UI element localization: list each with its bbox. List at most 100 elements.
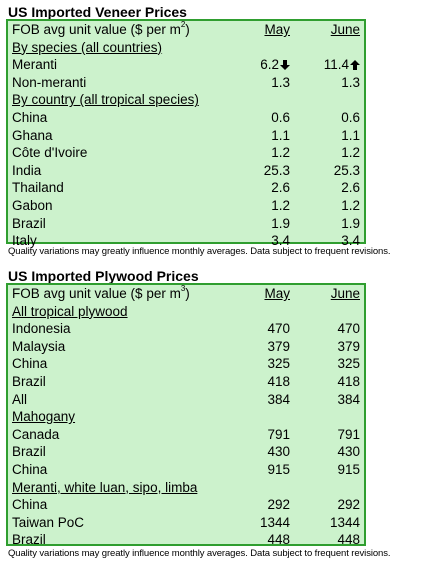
may-value-cell: 25.3 [264, 162, 290, 180]
row-label: Canada [12, 426, 60, 442]
row-label: Brazil [12, 532, 46, 548]
group-heading-row: All tropical plywood [8, 303, 364, 321]
may-value-cell: 1.1 [271, 127, 290, 145]
header-label-text: FOB avg unit value ($ per m [12, 286, 181, 301]
group-heading-row: By country (all tropical species) [8, 91, 364, 109]
may-value-cell: 3.4 [271, 232, 290, 250]
may-value: 1.3 [271, 74, 290, 90]
group-heading: All tropical plywood [12, 303, 128, 319]
table-row: Ghana 1.1 1.1 [8, 127, 364, 145]
row-label: China [12, 497, 48, 513]
june-value-cell: 0.6 [341, 109, 360, 127]
may-value-cell: 1.9 [271, 215, 290, 233]
table-row: Brazil 418 418 [8, 373, 364, 391]
may-value-cell: 1.2 [271, 197, 290, 215]
veneer-section-title: US Imported Veneer Prices [8, 4, 187, 20]
table-row: Italy 3.4 3.4 [8, 232, 364, 250]
group-heading-row: By species (all countries) [8, 39, 364, 57]
group-heading: By country (all tropical species) [12, 92, 199, 108]
row-label: Brazil [12, 373, 46, 389]
column-header-june: June [330, 22, 360, 37]
june-value: 1.2 [341, 145, 360, 161]
june-value-cell: 1.1 [341, 127, 360, 145]
group-heading-row: Mahogany [8, 408, 364, 426]
june-value: 1344 [329, 514, 360, 530]
group-heading: Meranti, white luan, sipo, limba [12, 479, 198, 495]
row-label: China [12, 461, 48, 477]
table-row: Brazil 430 430 [8, 443, 364, 461]
header-unit-exponent: 3 [180, 284, 186, 293]
may-value: 470 [267, 321, 290, 337]
arrow-up-icon [350, 57, 360, 71]
group-heading: Mahogany [12, 409, 76, 425]
june-value-cell: 25.3 [334, 162, 360, 180]
row-label: Brazil [12, 444, 46, 460]
column-header-june: June [330, 286, 360, 301]
plywood-footnote: Quality variations may greatly influence… [8, 548, 391, 559]
may-value: 0.6 [271, 109, 290, 125]
june-value: 915 [337, 461, 360, 477]
june-value: 1.1 [341, 127, 360, 143]
table-row: Malaysia 379 379 [8, 338, 364, 356]
table-row: Meranti 6.2 11.4 [8, 56, 364, 74]
row-label: China [12, 356, 48, 372]
header-label: FOB avg unit value ($ per m3) [12, 285, 190, 303]
may-value: 1.1 [271, 127, 290, 143]
june-value-cell: 448 [337, 531, 360, 549]
june-value-cell: 1.9 [341, 215, 360, 233]
may-value-cell: 292 [267, 496, 290, 514]
may-value: 25.3 [263, 162, 290, 178]
column-header-may: May [264, 22, 290, 37]
may-value-cell: 325 [267, 355, 290, 373]
header-label-text: FOB avg unit value ($ per m [12, 22, 181, 37]
june-value: 1.2 [341, 197, 360, 213]
june-value: 430 [337, 444, 360, 460]
row-label: Thailand [12, 180, 64, 196]
may-value: 6.2 [260, 57, 279, 73]
june-value-cell: 1.3 [341, 74, 360, 92]
group-heading: By species (all countries) [12, 39, 163, 55]
veneer-footnote: Quality variations may greatly influence… [8, 246, 391, 257]
june-value-cell: 292 [337, 496, 360, 514]
row-label: India [12, 162, 42, 178]
row-label: Malaysia [12, 338, 66, 354]
may-value: 418 [267, 373, 290, 389]
may-value-cell: 470 [267, 320, 290, 338]
may-value-cell: 6.2 [260, 56, 290, 74]
plywood-section-title: US Imported Plywood Prices [8, 268, 199, 284]
june-value: 325 [337, 356, 360, 372]
may-value: 1344 [259, 514, 290, 530]
plywood-table: FOB avg unit value ($ per m3) May June All … [6, 283, 366, 549]
june-value: 2.6 [341, 180, 360, 196]
table-row: Canada 791 791 [8, 426, 364, 444]
june-value-cell: 384 [337, 391, 360, 409]
table-row: Taiwan PoC 1344 1344 [8, 514, 364, 532]
row-label: Taiwan PoC [12, 514, 85, 530]
row-label: All [12, 391, 28, 407]
june-value: 470 [337, 321, 360, 337]
may-value-cell: 1.2 [271, 144, 290, 162]
may-value-cell: 915 [267, 461, 290, 479]
june-value-cell: 470 [337, 320, 360, 338]
table-row: Indonesia 470 470 [8, 320, 364, 338]
row-label: China [12, 109, 48, 125]
may-value: 379 [267, 338, 290, 354]
table-row: Brazil 448 448 [8, 531, 364, 549]
june-value-cell: 11.4 [324, 56, 360, 74]
may-value: 448 [267, 532, 290, 548]
may-value: 1.2 [271, 145, 290, 161]
may-value-cell: 448 [267, 531, 290, 549]
may-value-cell: 384 [267, 391, 290, 409]
june-value-cell: 3.4 [341, 232, 360, 250]
header-label: FOB avg unit value ($ per m2) [12, 21, 190, 39]
june-value: 448 [337, 532, 360, 548]
june-value-cell: 2.6 [341, 179, 360, 197]
june-value: 791 [337, 426, 360, 442]
group-heading-row: Meranti, white luan, sipo, limba [8, 479, 364, 497]
june-value-cell: 915 [337, 461, 360, 479]
june-value: 0.6 [341, 109, 360, 125]
row-label: Indonesia [12, 321, 71, 337]
june-value: 418 [337, 373, 360, 389]
june-value-cell: 1.2 [341, 197, 360, 215]
may-value-cell: 418 [267, 373, 290, 391]
